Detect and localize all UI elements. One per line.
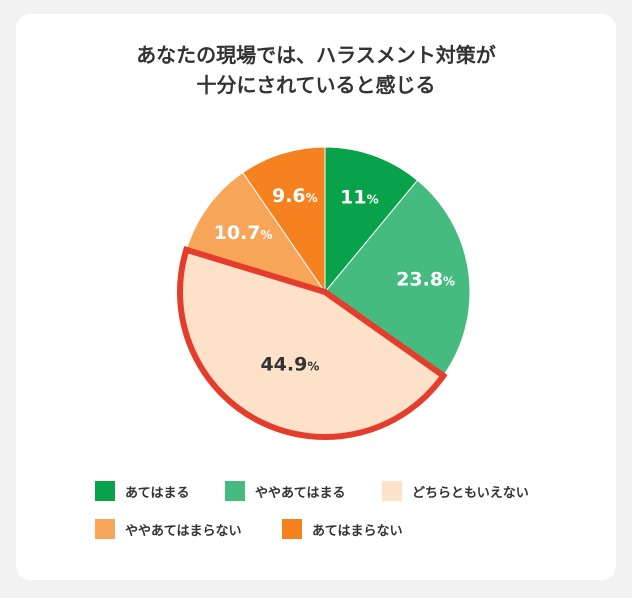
pie-data-label: 9.6% [272, 185, 318, 207]
chart-title-line-1: あなたの現場では、ハラスメント対策が [136, 43, 496, 67]
chart-title-line-2: 十分にされていると感じる [196, 73, 436, 97]
pie-slice [242, 146, 326, 294]
pie-data-label: 10.7% [214, 222, 273, 244]
chart-title: あなたの現場では、ハラスメント対策が 十分にされていると感じる [0, 40, 632, 100]
pie-slice [324, 179, 471, 377]
pie-slice [324, 146, 419, 294]
pie-data-label: 44.9% [260, 354, 319, 376]
pie-data-label: 11% [340, 187, 378, 209]
pie-slice-highlighted [177, 246, 448, 440]
pie-data-label: 23.8% [396, 269, 455, 291]
pie-slice [185, 171, 327, 293]
